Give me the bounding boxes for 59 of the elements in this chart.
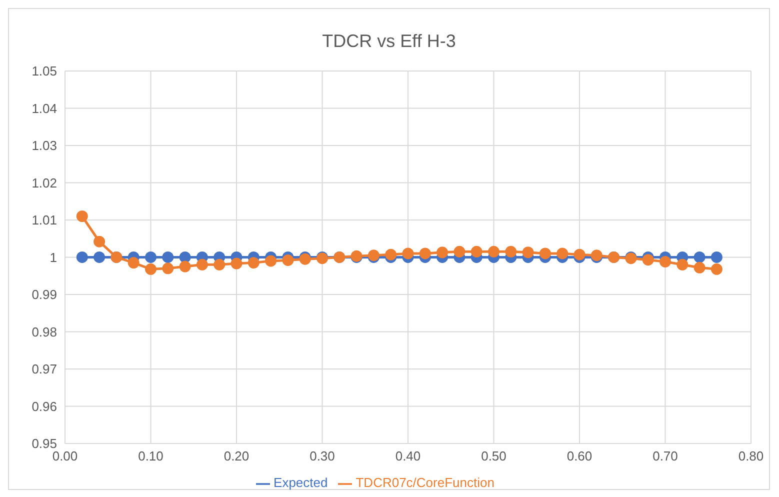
point (179, 260, 191, 272)
point (214, 258, 226, 270)
x-tick-label: 0.40 (395, 448, 421, 464)
point (694, 251, 706, 263)
point (642, 254, 654, 266)
point (556, 248, 568, 260)
point (76, 251, 88, 263)
point (94, 251, 106, 263)
x-tick-label: 0.20 (224, 448, 250, 464)
chart-title: TDCR vs Eff H-3 (321, 30, 457, 53)
y-tick-label: 1.01 (32, 212, 57, 228)
point (436, 246, 448, 258)
x-tick-label: 0.00 (52, 448, 78, 464)
x-tick-label: 0.30 (310, 448, 335, 464)
point (248, 257, 260, 269)
point (488, 246, 500, 258)
legend-label: TDCR07c/CoreFunction (356, 475, 494, 490)
legend-label: Expected (274, 475, 328, 490)
point (574, 248, 586, 260)
point (145, 263, 156, 275)
point (94, 236, 106, 248)
point (710, 251, 722, 263)
point (162, 251, 174, 263)
point (196, 258, 208, 270)
y-tick-label: 0.95 (32, 436, 57, 452)
point (505, 246, 517, 258)
point (145, 251, 156, 263)
point (522, 246, 534, 258)
x-tick-label: 0.50 (481, 448, 506, 464)
point (676, 258, 688, 270)
x-tick-label: 0.10 (138, 448, 164, 464)
point (454, 246, 466, 258)
point (162, 262, 174, 274)
y-tick-label: 1.04 (32, 100, 57, 116)
point (710, 263, 722, 275)
point (128, 257, 140, 269)
point (402, 248, 414, 260)
y-tick-label: 0.97 (32, 362, 57, 377)
y-tick-label: 1.05 (32, 64, 57, 79)
point (694, 262, 706, 274)
y-tick-label: 0.96 (32, 398, 57, 414)
point (660, 256, 671, 268)
point (470, 246, 482, 258)
point (76, 210, 88, 222)
y-tick-label: 1.03 (32, 138, 57, 154)
y-tick-label: 0.98 (32, 324, 57, 340)
x-tick-label: 0.60 (566, 448, 592, 464)
x-tick-label: 0.80 (738, 448, 764, 464)
point (230, 258, 242, 270)
point (385, 248, 397, 260)
y-tick-label: 1 (50, 250, 57, 265)
y-tick-label: 1.02 (32, 175, 57, 190)
point (282, 254, 294, 266)
point (539, 248, 551, 260)
point (179, 251, 191, 263)
point (265, 255, 277, 267)
y-tick-label: 0.99 (32, 287, 57, 302)
point (419, 248, 431, 260)
x-tick-label: 0.70 (652, 448, 678, 464)
